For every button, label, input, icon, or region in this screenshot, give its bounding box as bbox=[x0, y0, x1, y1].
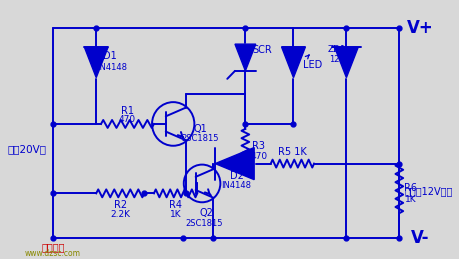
Text: 1K: 1K bbox=[404, 195, 416, 204]
Text: D2: D2 bbox=[229, 170, 243, 181]
Text: R2: R2 bbox=[113, 200, 127, 210]
Text: 470: 470 bbox=[250, 152, 267, 161]
Text: IN4148: IN4148 bbox=[221, 181, 251, 190]
Text: 2.2K: 2.2K bbox=[110, 210, 130, 219]
Polygon shape bbox=[215, 148, 254, 180]
Text: R4: R4 bbox=[169, 200, 182, 210]
Text: R6: R6 bbox=[403, 183, 416, 193]
Polygon shape bbox=[235, 44, 255, 71]
Text: V-: V- bbox=[410, 229, 429, 247]
Text: D1: D1 bbox=[103, 51, 116, 61]
Text: Q1: Q1 bbox=[193, 124, 207, 134]
Text: 维库一下: 维库一下 bbox=[41, 242, 65, 252]
Text: IN4148: IN4148 bbox=[97, 63, 127, 72]
Polygon shape bbox=[334, 47, 358, 78]
Text: 交洗20V入: 交洗20V入 bbox=[7, 144, 46, 154]
Polygon shape bbox=[84, 47, 108, 78]
Text: 1K: 1K bbox=[169, 210, 181, 219]
Text: ZD1: ZD1 bbox=[327, 45, 346, 54]
Text: SCR: SCR bbox=[252, 45, 272, 55]
Text: 470: 470 bbox=[119, 116, 136, 125]
Text: 输出至12V电池: 输出至12V电池 bbox=[403, 186, 452, 196]
Text: Q2: Q2 bbox=[200, 208, 213, 218]
Text: 2SC1815: 2SC1815 bbox=[185, 219, 222, 228]
Text: V+: V+ bbox=[406, 19, 433, 37]
Text: R1: R1 bbox=[121, 106, 134, 116]
Text: 12V: 12V bbox=[328, 55, 344, 64]
Polygon shape bbox=[281, 47, 305, 78]
Text: LED: LED bbox=[302, 60, 322, 70]
Text: R5 1K: R5 1K bbox=[277, 147, 306, 157]
Text: 2SC1815: 2SC1815 bbox=[181, 134, 218, 143]
Text: R3: R3 bbox=[252, 141, 265, 151]
Text: www.dzsc.com: www.dzsc.com bbox=[25, 249, 81, 258]
